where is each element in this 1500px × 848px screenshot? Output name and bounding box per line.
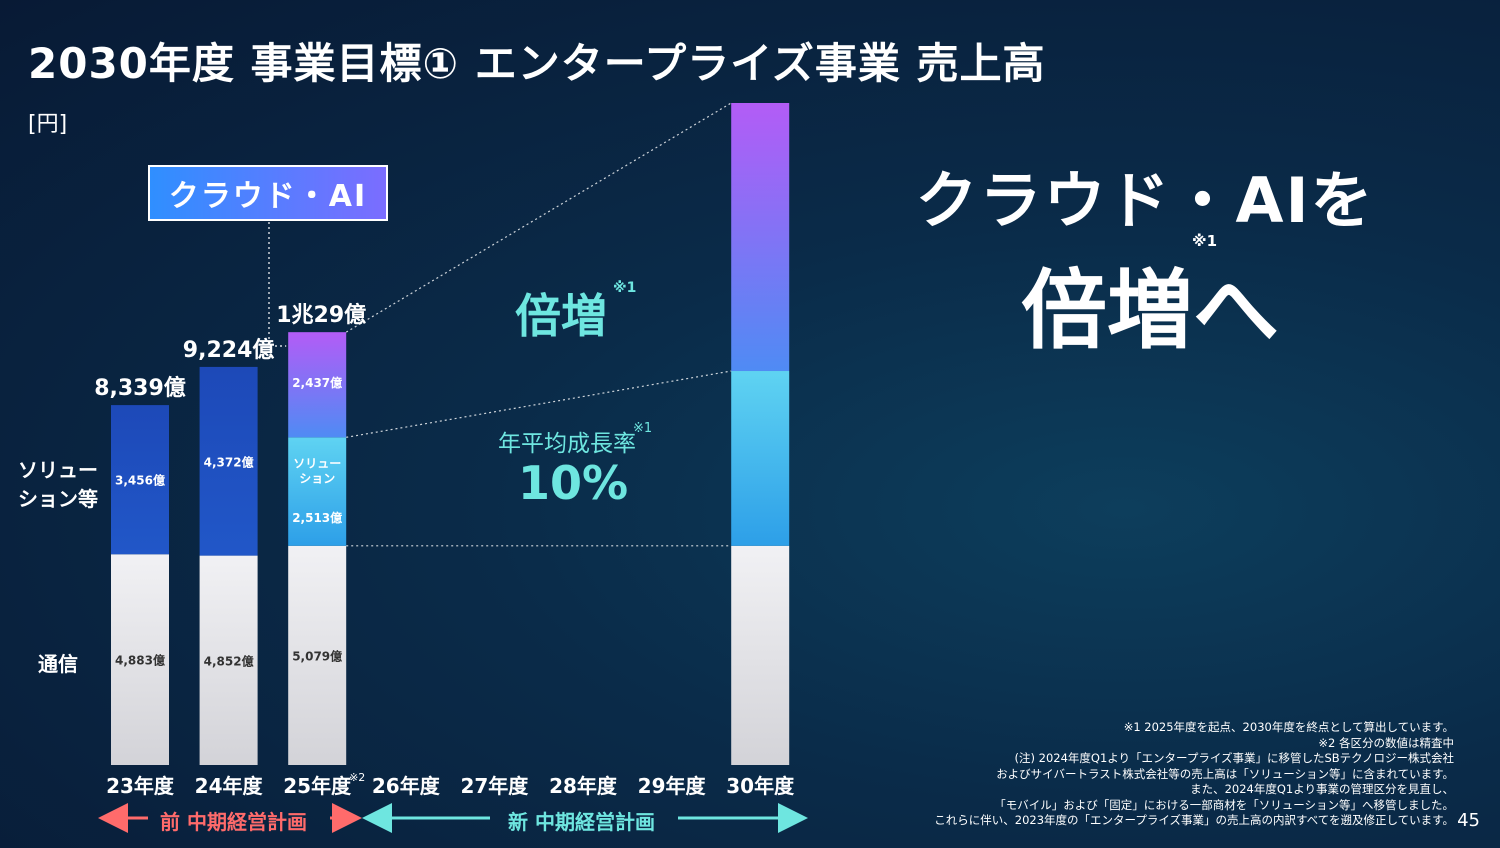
x-tick-note: ※2 xyxy=(349,771,365,784)
bar-segment xyxy=(111,554,169,765)
cagr-label: 年平均成長率 xyxy=(498,431,636,457)
headline-line2: 倍増へ xyxy=(1021,261,1279,361)
x-tick-label: 29年度 xyxy=(638,774,707,798)
segment-inner-label: ション xyxy=(299,471,335,485)
x-tick-label: 26年度 xyxy=(372,774,441,798)
footnote: (注) 2024年度Q1より「エンタープライズ事業」に移管したSBテクノロジー株… xyxy=(1014,751,1455,765)
x-tick-label: 25年度 xyxy=(283,774,352,798)
footnote: これらに伴い、2023年度の「エンタープライズ事業」の売上高の内訳すべてを遡及修… xyxy=(934,813,1454,827)
segment-value-label: 4,883億 xyxy=(115,653,165,668)
bar-total-label: 9,224億 xyxy=(183,337,275,363)
footnotes: ※1 2025年度を起点、2030年度を終点として算出しています。 ※2 各区分… xyxy=(894,720,1454,829)
x-tick-label: 30年度 xyxy=(726,774,795,798)
double-growth-note: ※1 xyxy=(613,280,637,296)
bar-total-label: 1兆29億 xyxy=(276,302,366,328)
segment-value-label: 5,079億 xyxy=(292,648,342,663)
new-plan-label: 新 中期経営計画 xyxy=(508,810,655,834)
bar-segment xyxy=(731,545,790,765)
connector-line xyxy=(346,370,732,438)
x-tick-label: 24年度 xyxy=(195,774,264,798)
footnote: ※1 2025年度を起点、2030年度を終点として算出しています。 xyxy=(1123,720,1454,734)
x-tick-label: 28年度 xyxy=(549,774,618,798)
unit-label: [円] xyxy=(28,112,68,137)
segment-value-label: 2,513億 xyxy=(292,510,342,525)
bar-total-label: 8,339億 xyxy=(94,375,186,401)
cagr-value: 10% xyxy=(518,456,629,510)
series-label-telecom: 通信 xyxy=(38,652,78,676)
cloud-ai-callout: クラウド・AI xyxy=(148,165,388,221)
x-tick-label: 27年度 xyxy=(460,774,529,798)
segment-value-label: 2,437億 xyxy=(292,375,342,390)
bar-segment xyxy=(199,366,258,556)
previous-plan-label: 前 中期経営計画 xyxy=(160,810,307,834)
double-growth-label: 倍増 xyxy=(515,289,607,343)
segment-value-label: 4,852億 xyxy=(204,653,254,668)
bar-segment xyxy=(288,332,347,438)
page-title: 2030年度 事業目標① エンタープライズ事業 売上高 xyxy=(28,39,1046,88)
headline-line1: クラウド・AIを xyxy=(915,164,1375,237)
bar-segment xyxy=(111,405,169,555)
x-tick-label: 23年度 xyxy=(106,774,175,798)
callout-connector xyxy=(268,222,287,347)
bar-segment xyxy=(288,437,347,546)
bar-segment xyxy=(731,371,790,546)
headline-note: ※1 xyxy=(1192,232,1218,250)
footnote: 「モバイル」および「固定」における一部商材を「ソリューション等」へ移管しました。 xyxy=(994,797,1454,812)
bar-segment xyxy=(199,555,258,765)
bar-segment xyxy=(288,545,347,765)
footnote: また、2024年度Q1より事業の管理区分を見直し、 xyxy=(1190,782,1454,796)
cagr-note: ※1 xyxy=(633,421,653,436)
footnote: ※2 各区分の数値は精査中 xyxy=(1318,735,1454,750)
segment-inner-label: ソリュー xyxy=(293,456,341,470)
segment-value-label: 4,372億 xyxy=(204,454,254,469)
segment-value-label: 3,456億 xyxy=(115,473,165,488)
page-number: 45 xyxy=(1457,810,1480,831)
series-label-solutions: ソリュー ション等 xyxy=(18,458,98,511)
bar-segment xyxy=(731,103,790,372)
footnote: およびサイバートラスト株式会社等の売上高は「ソリューション等」に含まれています。 xyxy=(996,766,1454,781)
